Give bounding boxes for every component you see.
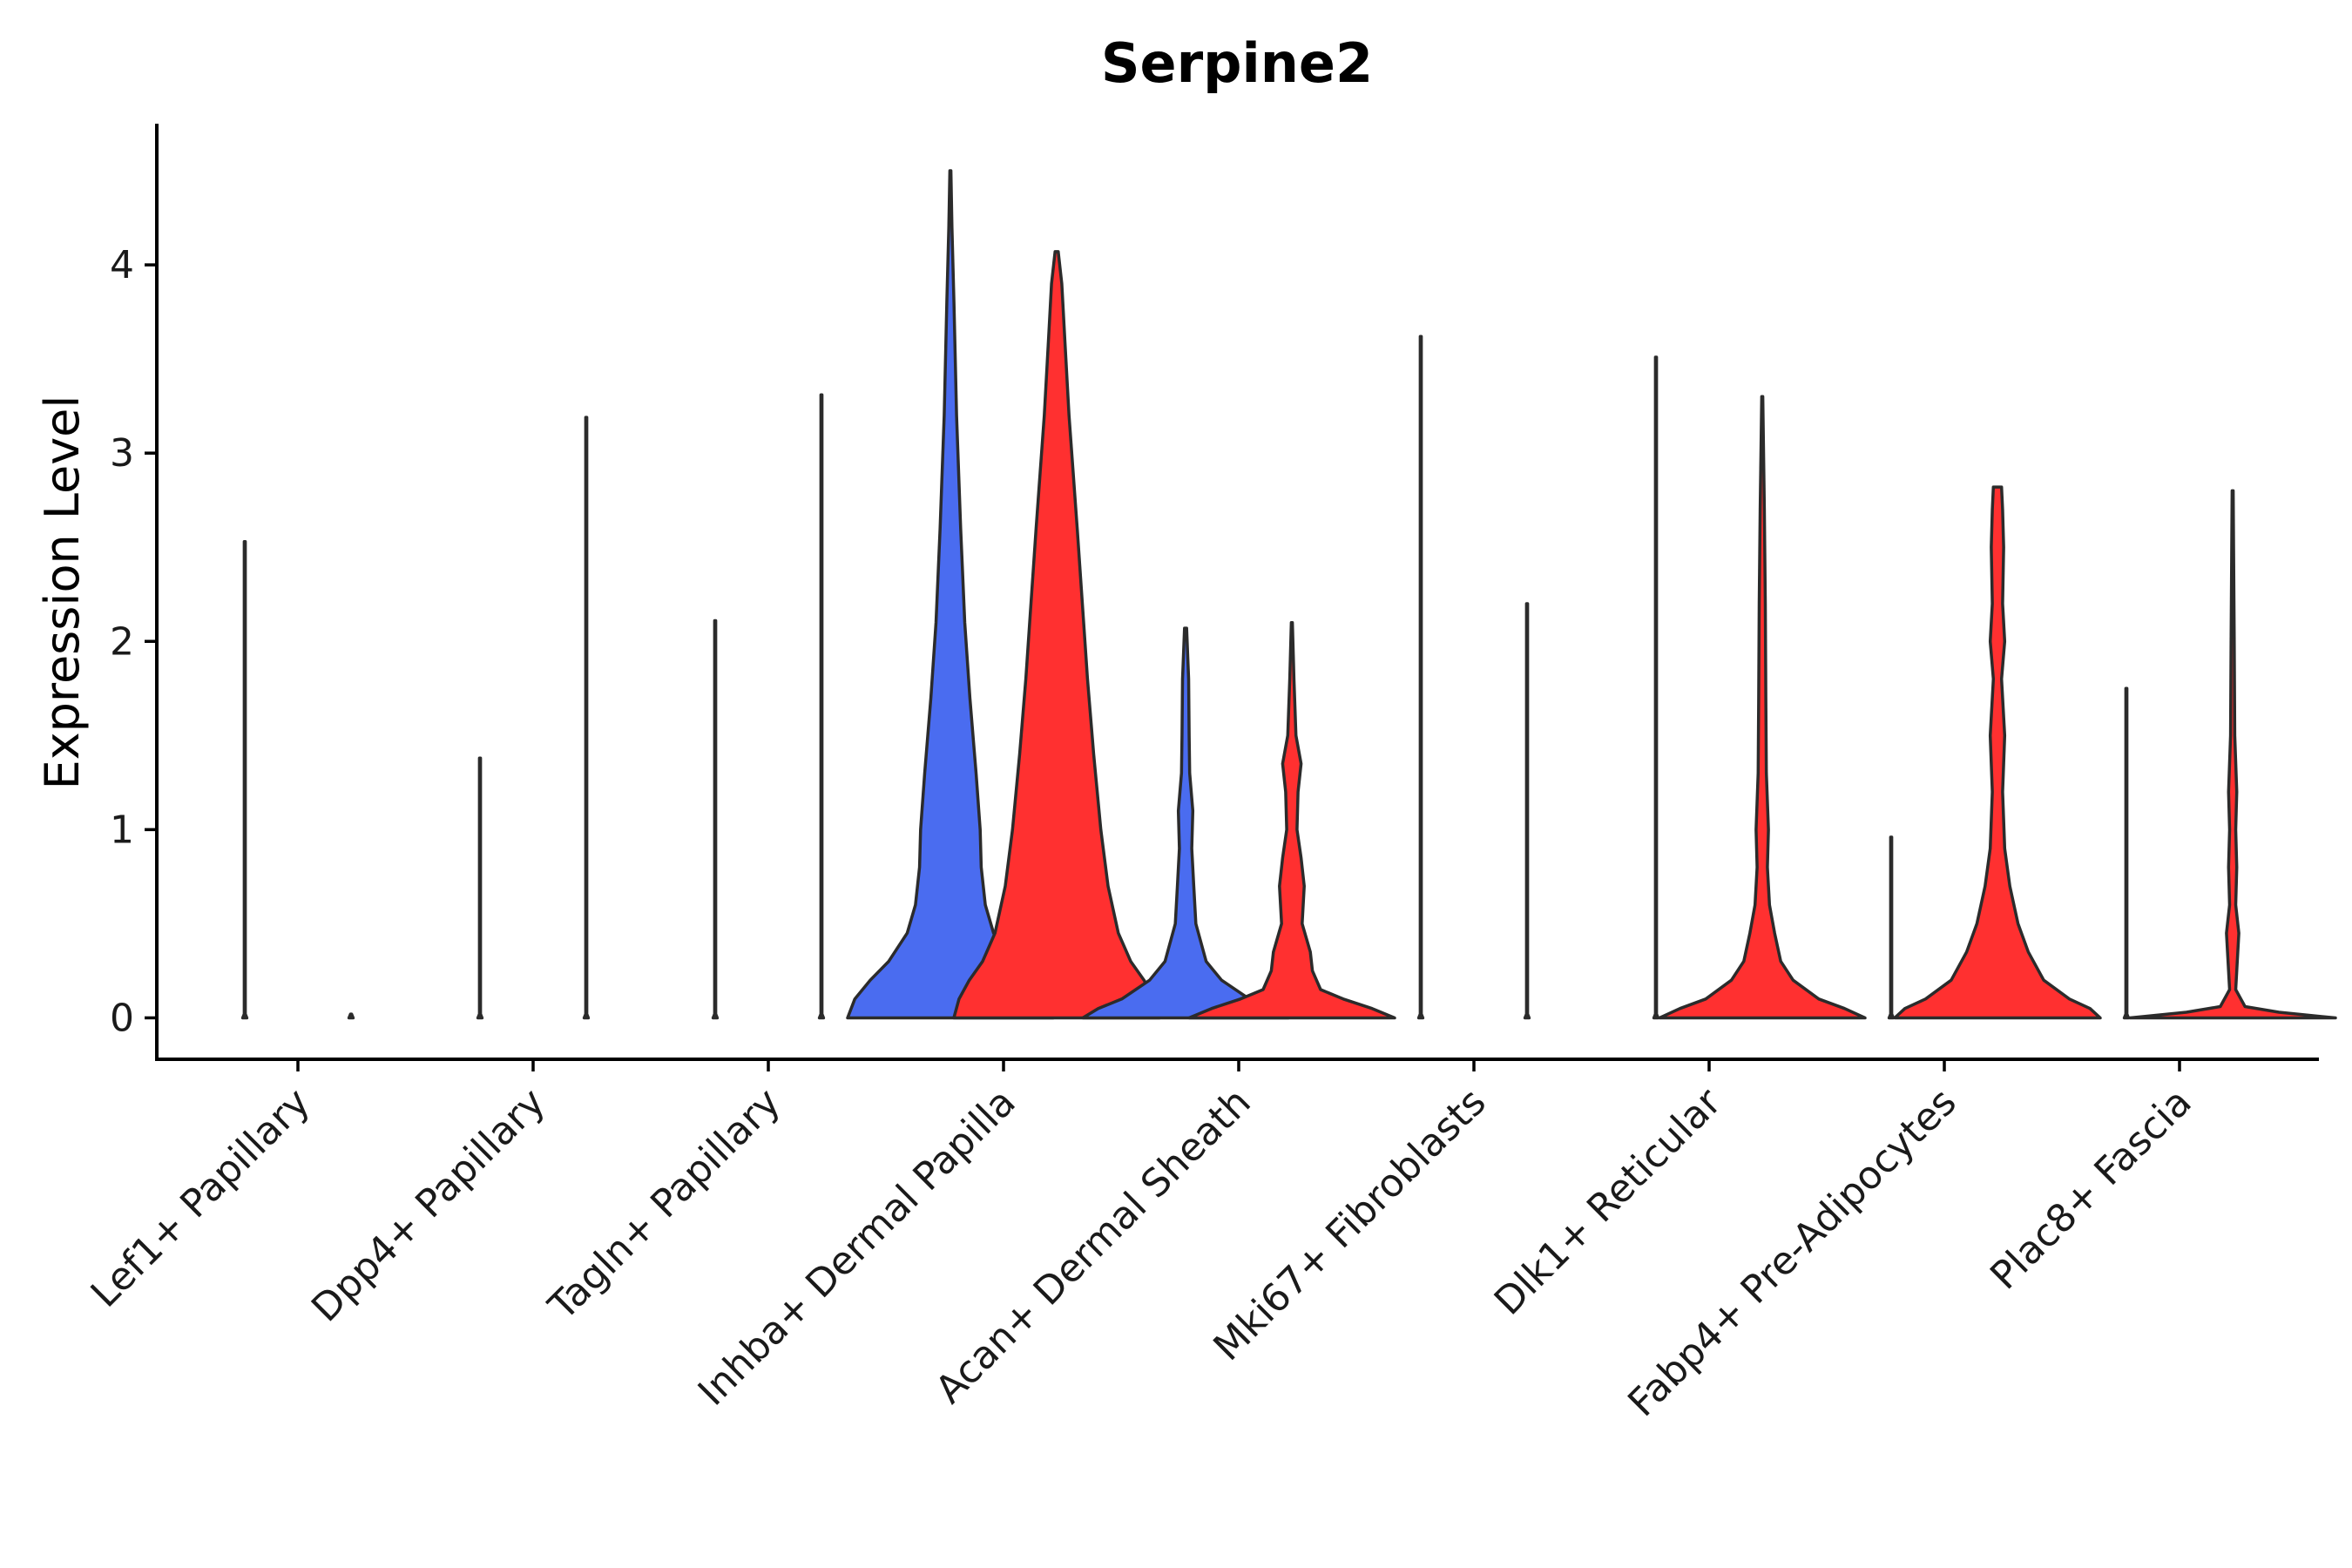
violin-red bbox=[817, 393, 826, 1020]
y-axis-ticks: 0 1 2 3 4 bbox=[110, 243, 157, 1040]
violin-blue bbox=[1416, 335, 1425, 1020]
violin-red bbox=[347, 1012, 355, 1020]
violin-blue bbox=[846, 169, 1055, 1020]
y-tick-label: 0 bbox=[110, 996, 134, 1040]
violin-blue bbox=[1652, 355, 1660, 1020]
x-tick-label: Mki67+ Fibroblasts bbox=[1205, 1080, 1494, 1369]
violin-red bbox=[1523, 602, 1531, 1020]
violin-red bbox=[2128, 489, 2337, 1020]
violin-red bbox=[1187, 620, 1396, 1020]
violin-blue bbox=[1887, 835, 1896, 1020]
x-tick-label: Plac8+ Fascia bbox=[1982, 1080, 2200, 1299]
violin-red bbox=[582, 416, 591, 1020]
y-tick-label: 3 bbox=[110, 431, 134, 476]
y-tick-label: 1 bbox=[110, 808, 134, 852]
x-tick-label: Lef1+ Papillary bbox=[83, 1080, 319, 1316]
violin-blue bbox=[1081, 626, 1290, 1020]
violin-red bbox=[1893, 485, 2102, 1020]
violin-blue bbox=[711, 618, 720, 1020]
chart-title: Serpine2 bbox=[1101, 31, 1373, 95]
y-tick-label: 2 bbox=[110, 619, 134, 664]
y-tick-label: 4 bbox=[110, 243, 134, 287]
violins-layer bbox=[240, 169, 2337, 1020]
x-tick-label: Dpp4+ Papillary bbox=[303, 1080, 554, 1331]
violin-red bbox=[1658, 395, 1867, 1020]
violin-red bbox=[952, 250, 1161, 1020]
x-tick-label: Tagln+ Papillary bbox=[540, 1080, 789, 1329]
y-axis-label: Expression Level bbox=[35, 395, 90, 790]
violin-blue bbox=[476, 756, 484, 1020]
x-tick-label: Dlk1+ Reticular bbox=[1486, 1079, 1731, 1324]
violin-blue bbox=[2122, 686, 2131, 1020]
violin-blue bbox=[240, 539, 249, 1020]
